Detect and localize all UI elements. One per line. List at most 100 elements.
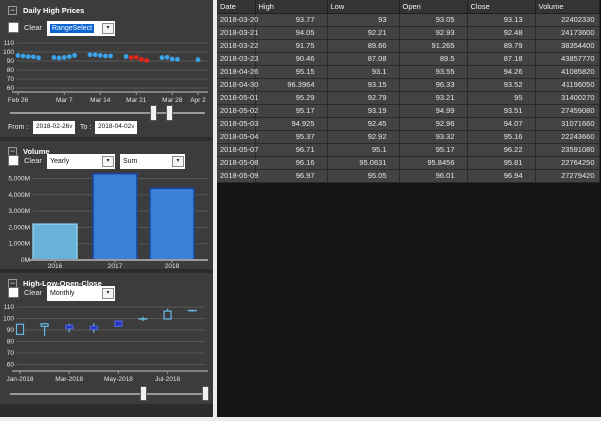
table-row[interactable]: 2018-03-23 90.46 87.08 89.5 87.18 43857770 xyxy=(217,52,600,66)
scatter-point[interactable] xyxy=(92,52,98,58)
chevron-down-icon[interactable]: ▾ xyxy=(102,156,114,167)
table-row[interactable]: 2018-03-21 94.05 92.21 92.93 92.48 24173600 xyxy=(217,26,600,40)
cell-high: 93.77 xyxy=(255,13,328,27)
from-date-value: 2018-02-26 xyxy=(36,123,70,130)
scatter-point[interactable] xyxy=(87,52,93,58)
volume-section: − Volume Clear Yearly ▾ Sum ▾ 0M 1,000M 2,… xyxy=(0,141,213,269)
cell-volume: 24173600 xyxy=(535,26,600,40)
chevron-down-icon[interactable]: ▾ xyxy=(102,288,114,299)
column-header[interactable]: Volume xyxy=(535,0,600,14)
section-header: − Daily High Prices xyxy=(8,4,84,16)
range-slider-handle[interactable] xyxy=(140,386,147,401)
chevron-down-icon[interactable]: ▾ xyxy=(172,156,184,167)
table-row[interactable]: 2018-05-02 95.17 93.19 94.99 93.51 27459080 xyxy=(217,104,600,118)
scatter-point[interactable] xyxy=(20,53,26,59)
range-slider-handle[interactable] xyxy=(166,105,173,121)
range-mode-combobox[interactable]: RangeSelect ▾ xyxy=(47,21,115,36)
aggregate-combobox[interactable]: Sum ▾ xyxy=(120,154,185,169)
table-row[interactable]: 2018-05-01 95.29 92.79 93.21 95 31400270 xyxy=(217,91,600,105)
scatter-point[interactable] xyxy=(108,53,113,59)
scatter-point[interactable] xyxy=(123,54,129,59)
cell-high: 96.16 xyxy=(255,156,328,170)
axis-label: 1,000M xyxy=(8,241,30,248)
from-to-row: From : 2018-02-26 ∨ To : 2018-04-02 ∨ xyxy=(0,121,213,137)
period-combobox[interactable]: Monthly ▾ xyxy=(47,286,115,301)
cell-close: 93.51 xyxy=(467,104,536,118)
clear-checkbox[interactable] xyxy=(8,287,19,298)
scatter-point[interactable] xyxy=(195,57,201,63)
axis-label: Feb 26 xyxy=(8,97,29,104)
slider-track[interactable] xyxy=(10,393,205,395)
to-date-picker[interactable]: 2018-04-02 ∨ xyxy=(95,121,137,134)
range-slider-handle[interactable] xyxy=(202,386,209,401)
scatter-point[interactable] xyxy=(175,56,180,62)
candle-down[interactable] xyxy=(89,325,98,330)
axis-label: 4,000M xyxy=(8,192,30,199)
scatter-point[interactable] xyxy=(15,53,21,58)
scatter-point[interactable] xyxy=(103,53,108,59)
column-header[interactable]: Open xyxy=(399,0,468,14)
table-row[interactable]: 2018-05-09 96.97 95.05 96.01 96.94 27279420 xyxy=(217,169,600,183)
axis-label: May-2018 xyxy=(104,376,133,383)
candle-up[interactable] xyxy=(15,323,25,335)
candle-down[interactable] xyxy=(114,320,123,327)
cell-date: 2018-04-30 xyxy=(217,78,258,92)
axis-label: Jan-2018 xyxy=(6,376,33,383)
scatter-point[interactable] xyxy=(25,54,31,59)
scatter-point-selected[interactable] xyxy=(128,55,134,61)
cell-close: 89.79 xyxy=(467,39,536,53)
slider-track[interactable] xyxy=(10,112,205,114)
table-row[interactable]: 2018-04-30 96.3964 93.15 96.33 93.52 41196050 xyxy=(217,78,600,92)
cell-date: 2018-05-07 xyxy=(217,143,258,157)
candle-up[interactable] xyxy=(163,310,172,320)
period-combobox[interactable]: Yearly ▾ xyxy=(47,154,115,169)
volume-bar[interactable] xyxy=(92,172,138,261)
scatter-point-selected[interactable] xyxy=(139,57,144,62)
column-header[interactable]: High xyxy=(255,0,328,14)
table-row[interactable]: 2018-03-20 93.77 93 93.05 93.13 22402330 xyxy=(217,13,600,27)
volume-bar[interactable] xyxy=(32,223,78,261)
cell-high: 95.17 xyxy=(255,104,328,118)
column-header[interactable]: Close xyxy=(467,0,536,14)
candle-up[interactable] xyxy=(40,323,49,327)
scatter-point[interactable] xyxy=(97,53,103,58)
scatter-point[interactable] xyxy=(31,54,36,60)
range-slider-handle[interactable] xyxy=(150,105,157,121)
cell-low: 95.1 xyxy=(327,143,400,157)
clear-checkbox[interactable] xyxy=(8,22,19,33)
cell-close: 95 xyxy=(467,91,536,105)
grid-header-row: Date High Low Open Close Volume xyxy=(217,0,600,14)
scatter-point[interactable] xyxy=(36,55,41,61)
scatter-point[interactable] xyxy=(72,53,77,58)
from-date-picker[interactable]: 2018-02-26 ∨ xyxy=(33,121,75,134)
chevron-down-icon[interactable]: ▾ xyxy=(102,23,114,34)
axis-label: 2018 xyxy=(165,263,180,269)
cell-date: 2018-04-26 xyxy=(217,65,258,79)
table-row[interactable]: 2018-05-08 96.16 95.0631 95.8456 95.81 227642… xyxy=(217,156,600,170)
scatter-point[interactable] xyxy=(67,54,72,59)
candle-down[interactable] xyxy=(65,324,74,330)
scatter-point-selected[interactable] xyxy=(144,58,149,63)
collapse-icon[interactable]: − xyxy=(8,4,17,15)
table-row[interactable]: 2018-04-26 95.15 93.1 93.55 94.26 41085820 xyxy=(217,65,600,79)
axis-label: Mar 28 xyxy=(162,97,183,104)
clear-checkbox[interactable] xyxy=(8,155,19,166)
table-row[interactable]: 2018-05-03 94.925 92.45 92.96 94.07 31071660 xyxy=(217,117,600,131)
axis-label: 110 xyxy=(4,304,15,311)
table-row[interactable]: 2018-05-07 96.71 95.1 95.17 96.22 23591080 xyxy=(217,143,600,157)
cell-date: 2018-05-02 xyxy=(217,104,258,118)
scatter-point[interactable] xyxy=(164,54,170,60)
table-row[interactable]: 2018-05-04 95.37 92.92 93.32 95.16 22243660 xyxy=(217,130,600,144)
scatter-point[interactable] xyxy=(51,55,57,60)
table-row[interactable]: 2018-03-22 91.75 89.66 91.265 89.79 38354400 xyxy=(217,39,600,53)
volume-bar[interactable] xyxy=(149,187,195,261)
scatter-point[interactable] xyxy=(169,56,175,62)
scatter-point[interactable] xyxy=(56,55,62,61)
scatter-point[interactable] xyxy=(159,55,165,60)
scatter-point-selected[interactable] xyxy=(133,54,139,60)
scatter-point[interactable] xyxy=(61,55,67,60)
cell-low: 89.66 xyxy=(327,39,400,53)
column-header[interactable]: Date xyxy=(217,0,256,14)
cell-volume: 23591080 xyxy=(535,143,600,157)
column-header[interactable]: Low xyxy=(327,0,400,14)
